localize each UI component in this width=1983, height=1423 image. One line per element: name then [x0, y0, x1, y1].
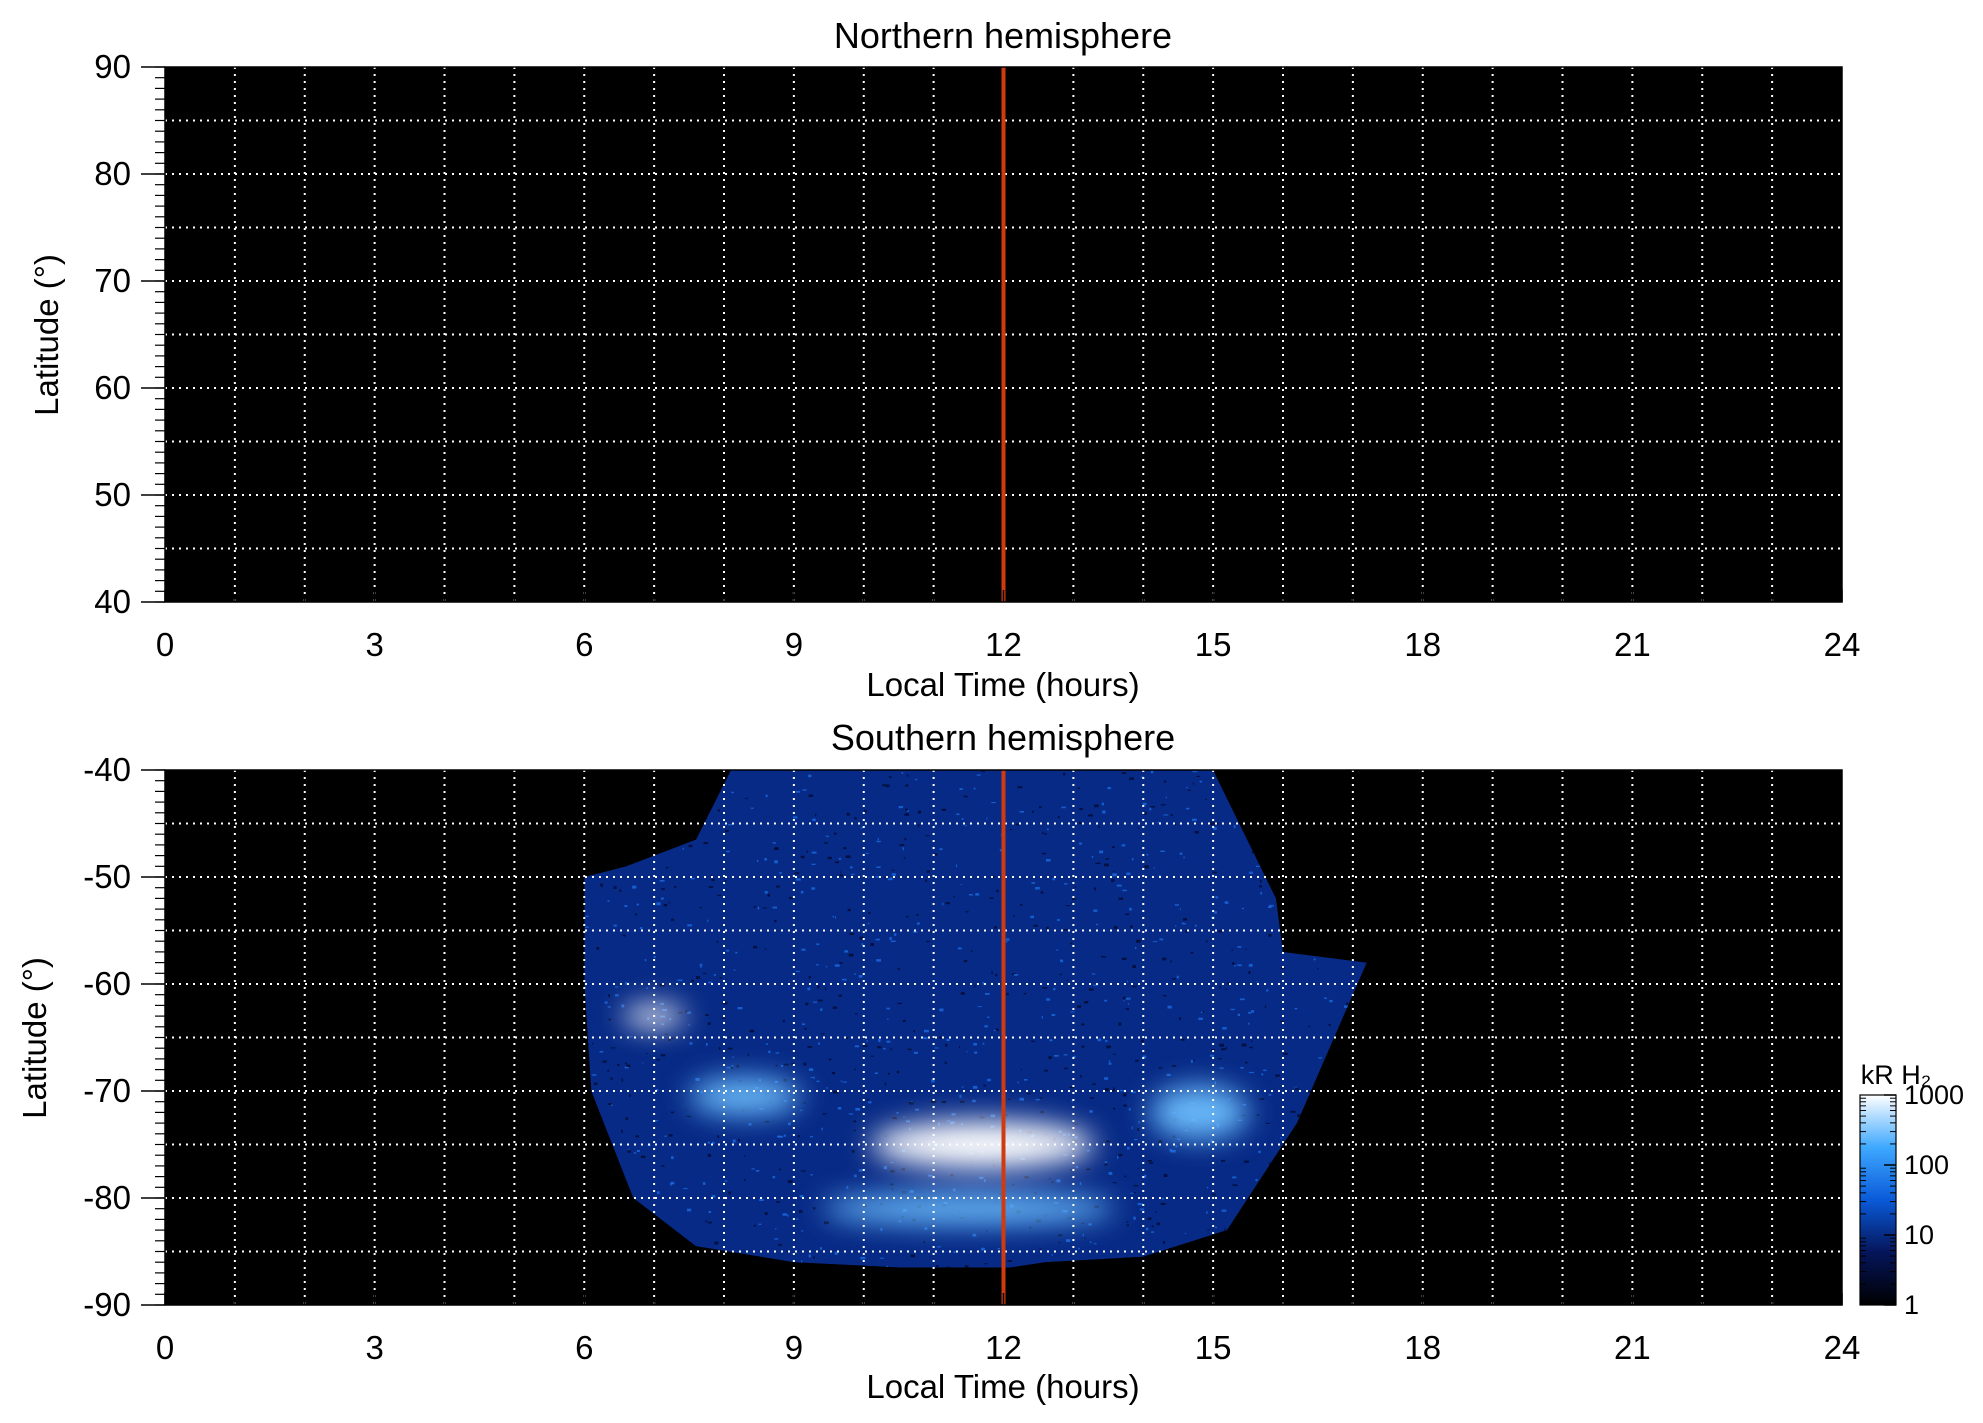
- x-axis-label: Local Time (hours): [866, 1368, 1139, 1405]
- colorbar-tick-label: 1000: [1904, 1080, 1964, 1110]
- grid: [165, 770, 1842, 1305]
- x-ticks: 0 3 6 9 12 15 18 21 24: [156, 1293, 1861, 1366]
- x-tick-label: 3: [365, 626, 383, 663]
- colorbar-scale: [1859, 1094, 1897, 1306]
- y-ticks: 40 50 60 70 80 90: [94, 48, 165, 620]
- x-tick-label: 21: [1614, 626, 1651, 663]
- y-tick-label: -50: [83, 858, 131, 895]
- emission-region: [689, 1077, 801, 1116]
- y-tick-label: -80: [83, 1179, 131, 1216]
- x-tick-label: 24: [1824, 1329, 1861, 1366]
- y-tick-label: 90: [94, 48, 131, 85]
- y-tick-label: 60: [94, 369, 131, 406]
- colorbar: kR H₂ 1000 100 10 1: [1859, 1060, 1964, 1320]
- x-tick-label: 18: [1404, 1329, 1441, 1366]
- x-tick-label: 15: [1195, 1329, 1232, 1366]
- emission-region: [821, 1192, 1116, 1225]
- emission-region: [916, 1135, 1049, 1164]
- y-tick-label: -60: [83, 965, 131, 1002]
- x-tick-label: 21: [1614, 1329, 1651, 1366]
- northern-hemisphere-panel: Northern hemisphere 0 3 6 9 12 15 18 21 24 40 50 6…: [28, 15, 1860, 703]
- y-ticks: -40 -50 -60 -70 -80 -90: [83, 751, 165, 1323]
- colorbar-tick-label: 10: [1904, 1220, 1934, 1250]
- y-tick-label: -90: [83, 1286, 131, 1323]
- x-axis-label: Local Time (hours): [866, 666, 1139, 703]
- y-tick-label: 50: [94, 476, 131, 513]
- x-tick-label: 0: [156, 1329, 174, 1366]
- x-tick-label: 15: [1195, 626, 1232, 663]
- x-tick-label: 0: [156, 626, 174, 663]
- emission-coverage: [584, 770, 1367, 1268]
- x-ticks: 0 3 6 9 12 15 18 21 24: [156, 590, 1861, 663]
- colorbar-ticks: 1000 100 10 1: [1860, 1080, 1964, 1320]
- panel-title: Southern hemisphere: [831, 717, 1175, 758]
- panel-title: Northern hemisphere: [834, 15, 1172, 56]
- y-axis-label: Latitude (°): [16, 957, 53, 1119]
- colorbar-tick-label: 1: [1904, 1290, 1919, 1320]
- emission-region: [1150, 1085, 1249, 1140]
- x-tick-label: 12: [985, 1329, 1022, 1366]
- y-axis-label: Latitude (°): [28, 254, 65, 416]
- x-tick-label: 12: [985, 626, 1022, 663]
- x-tick-label: 18: [1404, 626, 1441, 663]
- x-tick-label: 6: [575, 1329, 593, 1366]
- y-tick-label: 70: [94, 262, 131, 299]
- y-tick-label: 80: [94, 155, 131, 192]
- y-tick-label: 40: [94, 583, 131, 620]
- y-tick-label: -40: [83, 751, 131, 788]
- grid: [165, 67, 1842, 602]
- x-tick-label: 24: [1824, 626, 1861, 663]
- x-tick-label: 6: [575, 626, 593, 663]
- x-tick-label: 9: [785, 626, 803, 663]
- x-tick-label: 9: [785, 1329, 803, 1366]
- x-tick-label: 3: [365, 1329, 383, 1366]
- colorbar-tick-label: 100: [1904, 1150, 1949, 1180]
- colorbar-label: kR H₂: [1861, 1060, 1931, 1090]
- southern-hemisphere-panel: Southern hemisphere 0 3 6 9 12 15 18 21 24 -40 -5…: [16, 717, 1860, 1405]
- y-tick-label: -70: [83, 1072, 131, 1109]
